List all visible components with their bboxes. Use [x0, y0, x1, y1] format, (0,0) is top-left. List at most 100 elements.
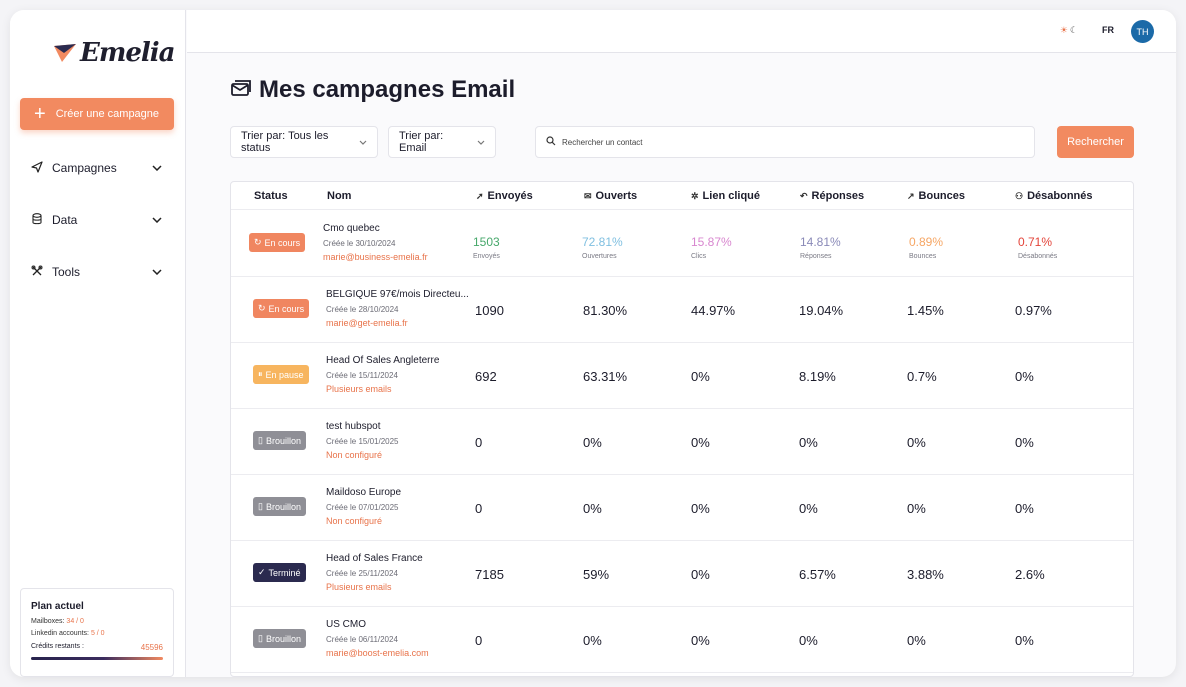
database-icon [30, 212, 44, 228]
unsub-value: 0% [1015, 369, 1034, 384]
table-header: Status Nom ➚ Envoyés ✉ Ouverts ✲ Lien cliqu… [231, 182, 1133, 210]
mail-icon [231, 79, 251, 101]
click-icon: ✲ [691, 191, 699, 201]
unsub-value: 0% [1015, 633, 1034, 648]
avatar[interactable]: TH [1131, 20, 1154, 43]
campaign-name[interactable]: US CMO [326, 619, 366, 630]
language-selector[interactable]: FR [1102, 25, 1114, 35]
sidebar-item-data[interactable]: Data [30, 209, 162, 231]
header-name[interactable]: Nom [327, 190, 352, 202]
theme-toggle[interactable]: ☀☾ [1060, 25, 1080, 36]
campaign-name[interactable]: test hubspot [326, 421, 381, 432]
clicked-value: 0% [691, 369, 710, 384]
table-row[interactable]: ↻ En cours Cmo quebec Créée le 30/10/202… [231, 211, 1133, 277]
opened-value: 81.30% [583, 303, 628, 318]
chevron-down-icon [152, 266, 162, 278]
status-badge: ⏸ En pause [253, 365, 309, 384]
sidebar-item-label: Campagnes [52, 161, 117, 175]
search-input[interactable] [562, 137, 1002, 147]
table-row[interactable]: ▯ Brouillon Maildoso Europe Créée le 07/… [231, 475, 1133, 541]
campaign-sender: Plusieurs emails [326, 582, 392, 592]
plus-icon: + [34, 103, 46, 125]
header-sent[interactable]: ➚ Envoyés [476, 190, 533, 202]
sent-value: 0 [475, 633, 483, 648]
table-row[interactable]: ↻ En cours BELGIQUE 97€/mois Directeu...… [231, 277, 1133, 343]
plan-credits: Crédits restants : 45596 [31, 643, 163, 652]
page-title: Mes campagnes Email [231, 76, 515, 104]
send-icon [30, 160, 44, 176]
campaign-sender: marie@boost-emelia.com [326, 648, 429, 658]
create-campaign-button[interactable]: + Créer une campagne [20, 98, 174, 130]
status-badge: ↻ En cours [253, 299, 310, 318]
sent-value: 1503 [473, 235, 500, 249]
chevron-down-icon [477, 138, 485, 147]
check-icon: ✓ [258, 567, 266, 577]
moon-icon: ☾ [1069, 25, 1080, 35]
replies-value: 0% [799, 501, 818, 516]
sidebar-item-label: Data [52, 213, 78, 227]
pause-icon: ⏸ [258, 369, 263, 379]
replies-value: 19.04% [799, 303, 844, 318]
header-unsubscribed[interactable]: ⚇ Désabonnés [1015, 190, 1093, 202]
header-replies[interactable]: ↶ Réponses [800, 190, 865, 202]
campaign-name[interactable]: Head of Sales France [326, 553, 423, 564]
plan-title: Plan actuel [31, 601, 84, 612]
campaign-date: Créée le 07/01/2025 [326, 503, 399, 512]
page-title-text: Mes campagnes Email [259, 76, 516, 103]
chevron-down-icon [152, 162, 162, 174]
search-icon [546, 135, 556, 149]
sidebar-item-label: Tools [52, 265, 81, 279]
draft-icon: ▯ [258, 633, 263, 643]
opened-value: 63.31% [583, 369, 628, 384]
opened-value: 0% [583, 435, 602, 450]
campaign-sender: Non configuré [326, 450, 383, 460]
sent-value: 0 [475, 435, 483, 450]
table-row[interactable]: ▯ Brouillon test hubspot Créée le 15/01/… [231, 409, 1133, 475]
campaign-name[interactable]: Maildoso Europe [326, 487, 402, 498]
open-mail-icon: ✉ [584, 191, 592, 201]
unsub-value: 0% [1015, 435, 1034, 450]
status-filter-dropdown[interactable]: Trier par: Tous les status [230, 126, 378, 158]
opened-value: 0% [583, 633, 602, 648]
logo[interactable]: Emelia [52, 38, 175, 68]
clicked-sublabel: Clics [691, 253, 707, 260]
campaign-name[interactable]: Head Of Sales Angleterre [326, 355, 440, 366]
chevron-down-icon [359, 138, 367, 147]
campaigns-table: Status Nom ➚ Envoyés ✉ Ouverts ✲ Lien cliqu… [230, 181, 1134, 677]
table-row[interactable]: ✓ Terminé Head of Sales France Créée le … [231, 541, 1133, 607]
clicked-value: 0% [691, 567, 710, 582]
header-bounces[interactable]: ↗ Bounces [907, 190, 966, 202]
clicked-value: 0% [691, 435, 710, 450]
replies-value: 0% [799, 633, 818, 648]
plan-mailboxes: Mailboxes: 34 / 0 [31, 618, 84, 625]
search-box[interactable] [535, 126, 1035, 158]
type-filter-dropdown[interactable]: Trier par: Email [388, 126, 496, 158]
sidebar-item-tools[interactable]: Tools [30, 261, 162, 283]
campaign-name[interactable]: Cmo quebec [323, 223, 380, 234]
header-status[interactable]: Status [254, 190, 288, 202]
table-row[interactable]: ⏸ En pause Head Of Sales Angleterre Créé… [231, 343, 1133, 409]
replies-sublabel: Réponses [800, 253, 832, 260]
status-badge: ▯ Brouillon [253, 431, 306, 450]
unsub-value: 0.71% [1018, 235, 1053, 249]
sun-icon: ☀ [1059, 25, 1070, 35]
bounces-value: 3.88% [907, 567, 944, 582]
plan-card: Plan actuel Mailboxes: 34 / 0 Linkedin a… [20, 588, 174, 677]
header-clicked[interactable]: ✲ Lien cliqué [691, 190, 761, 202]
status-badge: ▯ Brouillon [253, 629, 306, 648]
sent-value: 692 [475, 369, 497, 384]
search-button[interactable]: Rechercher [1057, 126, 1134, 158]
logo-text: Emelia [80, 38, 175, 68]
campaign-name[interactable]: BELGIQUE 97€/mois Directeu... [326, 289, 469, 300]
bounces-value: 0.7% [907, 369, 937, 384]
campaign-date: Créée le 25/11/2024 [326, 569, 398, 578]
header-opened[interactable]: ✉ Ouverts [584, 190, 638, 202]
clicked-value: 15.87% [691, 235, 732, 249]
sidebar-item-campagnes[interactable]: Campagnes [30, 157, 162, 179]
table-row[interactable]: ▯ Brouillon US CMO Créée le 06/11/2024 m… [231, 607, 1133, 673]
bounces-value: 0.89% [909, 235, 944, 249]
bounces-sublabel: Bounces [909, 253, 937, 260]
credits-progress-bar [31, 657, 163, 660]
opened-value: 72.81% [582, 235, 623, 249]
app-window: Emelia + Créer une campagne Campagnes Da… [10, 10, 1176, 677]
